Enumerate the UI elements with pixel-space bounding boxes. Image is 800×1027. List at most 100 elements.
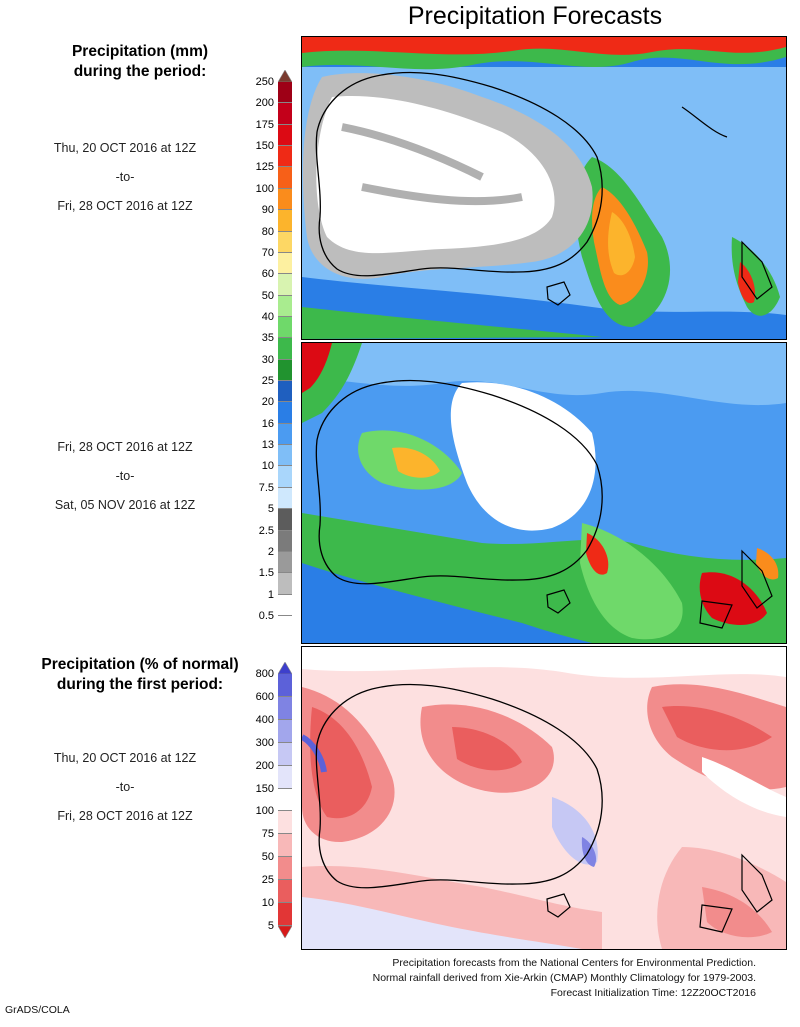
precip-heading: Precipitation (mm) during the period:: [10, 42, 270, 82]
colorbar-tick-label: 5: [267, 920, 274, 932]
precip-heading-line2: during the period:: [73, 63, 207, 80]
colorbar-swatch: [278, 551, 292, 574]
colorbar-tick-label: 300: [255, 736, 274, 749]
period1-end: Fri, 28 OCT 2016 at 12Z: [57, 199, 193, 213]
colorbar-swatch: [278, 788, 292, 812]
colorbar-tick-label: 13: [261, 439, 274, 452]
period2-to: -to-: [115, 469, 135, 483]
colorbar-swatch: [278, 903, 292, 926]
colorbar-tick-label: 800: [255, 668, 274, 680]
colorbar-swatch: [278, 82, 292, 104]
colorbar-tick-label: 175: [255, 118, 274, 131]
colorbar-tick-label: 30: [261, 353, 274, 366]
colorbar-tick-label: 1: [267, 588, 274, 601]
colorbar-swatch: [278, 857, 292, 881]
colorbar-tick-label: 25: [261, 375, 274, 388]
colorbar-swatch: [278, 509, 292, 531]
colorbar-tick-label: 20: [261, 396, 274, 409]
colorbar-tick-label: 75: [261, 828, 274, 841]
colorbar-swatch: [278, 466, 292, 488]
map-precip-period1: [302, 37, 786, 339]
colorbar-swatch: [278, 423, 292, 446]
colorbar-tick-label: 7.5: [258, 481, 274, 494]
colorbar-tick-label: 150: [255, 782, 274, 795]
colorbar-swatch: [278, 594, 292, 616]
footer-line3: Forecast Initialization Time: 12Z20OCT20…: [550, 987, 756, 999]
colorbar-tick-label: 5: [267, 503, 274, 516]
colorbar-swatch: [278, 880, 292, 904]
colorbar-swatch: [278, 834, 292, 858]
colorbar-swatch: [278, 530, 292, 552]
percent-heading: Precipitation (% of normal) during the f…: [10, 655, 270, 695]
period2-label: Fri, 28 OCT 2016 at 12Z -to- Sat, 05 NOV…: [20, 433, 230, 520]
colorbar-tick-label: 35: [261, 332, 274, 345]
colorbar-swatch: [278, 674, 292, 697]
colorbar-tick-label: 1.5: [258, 567, 274, 580]
colorbar-tick-label: 16: [261, 417, 274, 430]
map-panel-percent-normal: [301, 646, 787, 950]
colorbar-swatch: [278, 316, 292, 339]
colorbar-swatch: [278, 359, 292, 382]
colorbar-swatch: [278, 210, 292, 232]
map-panel-period2: [301, 342, 787, 644]
period1-to: -to-: [115, 170, 135, 184]
footer-line1: Precipitation forecasts from the Nationa…: [392, 957, 756, 969]
colorbar-tick-label: 250: [255, 76, 274, 88]
colorbar-swatch: [278, 487, 292, 510]
period3-label: Thu, 20 OCT 2016 at 12Z -to- Fri, 28 OCT…: [20, 744, 230, 831]
footer-line2: Normal rainfall derived from Xie-Arkin (…: [372, 972, 756, 984]
period3-start: Thu, 20 OCT 2016 at 12Z: [53, 751, 197, 765]
colorbar-swatch: [278, 402, 292, 424]
colorbar-tick-label: 25: [261, 874, 274, 887]
colorbar-swatch: [278, 662, 292, 674]
period3-end: Fri, 28 OCT 2016 at 12Z: [57, 809, 193, 823]
precip-colorbar: 250 200 175 150 125 100 90 80 70 60 50 40 35 30 25 20 16…: [256, 70, 292, 622]
colorbar-tick-label: 100: [255, 805, 274, 818]
colorbar-tick-label: 200: [255, 97, 274, 110]
map-precip-period2: [302, 343, 786, 643]
credit-label: GrADS/COLA: [5, 1004, 70, 1016]
period1-start: Thu, 20 OCT 2016 at 12Z: [53, 141, 197, 155]
colorbar-swatch: [278, 696, 292, 720]
period1-label: Thu, 20 OCT 2016 at 12Z -to- Fri, 28 OCT…: [20, 134, 230, 221]
colorbar-swatch: [278, 381, 292, 403]
colorbar-swatch: [278, 445, 292, 467]
page-title: Precipitation Forecasts: [407, 2, 663, 30]
colorbar-tick-label: 50: [261, 851, 274, 864]
colorbar-tick-label: 60: [261, 268, 274, 281]
colorbar-swatch: [278, 188, 292, 211]
colorbar-swatch: [278, 811, 292, 835]
period3-to: -to-: [115, 780, 135, 794]
colorbar-swatch: [278, 742, 292, 766]
colorbar-tick-label: 100: [255, 182, 274, 195]
percent-heading-line1: Precipitation (% of normal): [41, 656, 239, 673]
colorbar-tick-label: 400: [255, 713, 274, 726]
colorbar-swatch: [278, 167, 292, 189]
colorbar-tick-label: 150: [255, 140, 274, 153]
colorbar-swatch: [278, 926, 292, 938]
colorbar-swatch: [278, 719, 292, 743]
colorbar-tick-label: 200: [255, 759, 274, 772]
colorbar-swatch: [278, 274, 292, 296]
percent-colorbar: 800 600 400 300 200 150 100 75 50 25 10 5: [256, 662, 292, 938]
map-percent-normal: [302, 647, 786, 949]
colorbar-swatch: [278, 103, 292, 125]
colorbar-swatch: [278, 124, 292, 147]
colorbar-tick-label: 2.5: [258, 524, 274, 537]
colorbar-tick-label: 70: [261, 246, 274, 259]
colorbar-swatch: [278, 573, 292, 595]
colorbar-tick-label: 600: [255, 690, 274, 703]
colorbar-swatch: [278, 295, 292, 317]
colorbar-tick-label: 10: [261, 460, 274, 473]
colorbar-swatch: [278, 70, 292, 82]
colorbar-tick-label: 0.5: [258, 610, 274, 622]
colorbar-swatch: [278, 338, 292, 360]
colorbar-tick-label: 40: [261, 310, 274, 323]
colorbar-tick-label: 125: [255, 161, 274, 174]
colorbar-swatch: [278, 252, 292, 275]
colorbar-swatch: [278, 146, 292, 168]
colorbar-tick-label: 10: [261, 897, 274, 910]
precip-heading-line1: Precipitation (mm): [71, 43, 209, 60]
colorbar-tick-label: 90: [261, 204, 274, 217]
percent-heading-line2: during the first period:: [56, 676, 224, 693]
